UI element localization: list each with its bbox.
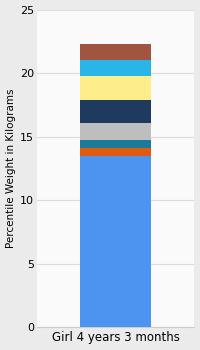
Bar — [80, 100, 151, 122]
Bar — [80, 140, 151, 148]
Bar — [80, 76, 151, 100]
Bar — [80, 148, 151, 156]
Bar — [80, 61, 151, 76]
Bar — [80, 122, 151, 140]
Bar — [80, 44, 151, 61]
Y-axis label: Percentile Weight in Kilograms: Percentile Weight in Kilograms — [6, 89, 16, 248]
Bar — [80, 156, 151, 327]
